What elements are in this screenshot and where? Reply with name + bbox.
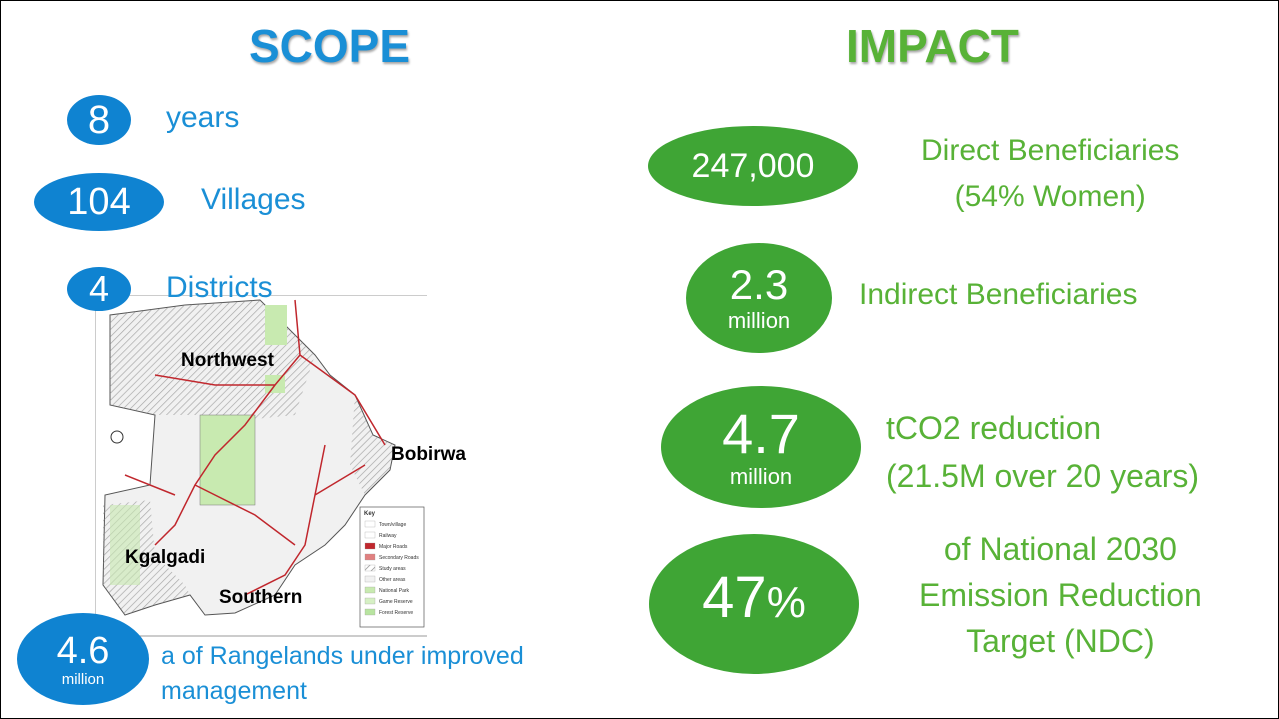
line: (21.5M over 20 years) <box>886 458 1200 494</box>
key-swatch <box>364 608 376 616</box>
number: 4.7 <box>722 402 800 465</box>
unit: million <box>61 670 105 688</box>
number: 47 <box>702 565 767 630</box>
map-key-title: Key <box>364 511 376 517</box>
key-item: Other areas <box>379 577 406 583</box>
years-badge: 8 <box>67 95 131 145</box>
map-region: Southern <box>219 587 303 608</box>
key-swatch <box>364 575 376 583</box>
key-item: National Park <box>379 588 410 594</box>
number: 8 <box>87 97 111 142</box>
label: Direct Beneficiaries (54% Women) <box>921 128 1179 220</box>
key-swatch <box>364 531 376 539</box>
line: of National 2030 <box>943 531 1177 567</box>
label: tCO2 reduction (21.5M over 20 years) <box>886 404 1199 500</box>
key-item: Game Reserve <box>379 599 413 605</box>
number: 247,000 <box>691 146 815 185</box>
key-swatch <box>364 586 376 594</box>
key-item: Railway <box>379 533 397 539</box>
number: 2.3 <box>729 261 789 308</box>
tco2-badge: 4.7 million <box>661 386 861 508</box>
number: 104 <box>67 180 131 223</box>
key-item: Town/village <box>379 522 406 528</box>
key-item: Forest Reserve <box>379 610 413 616</box>
key-item: Study areas <box>379 566 406 572</box>
key-swatch <box>364 564 376 572</box>
key-item: Major Roads <box>379 544 408 550</box>
villages-badge: 104 <box>34 173 164 231</box>
direct-badge: 247,000 <box>648 126 858 206</box>
scope-title: SCOPE <box>249 20 411 72</box>
key-item: Secondary Roads <box>379 555 419 561</box>
label: Villages <box>201 183 306 216</box>
number: 4.6 <box>56 629 110 672</box>
key-swatch <box>364 553 376 561</box>
key-swatch <box>364 542 376 550</box>
label: Districts <box>166 271 273 304</box>
line: a of Rangelands under improved <box>161 642 524 670</box>
line: Direct Beneficiaries <box>921 134 1180 167</box>
line: Target (NDC) <box>966 623 1155 659</box>
map-region: Northwest <box>181 350 274 371</box>
map-region: Kgalgadi <box>125 547 206 568</box>
label: of National 2030 Emission Reduction Targ… <box>919 526 1202 664</box>
districts-badge: 4 <box>67 267 131 311</box>
rangelands-badge: 4.6 million <box>17 613 149 705</box>
line: tCO2 reduction <box>886 410 1102 446</box>
line: management <box>161 677 307 705</box>
impact-title: IMPACT <box>846 20 1019 72</box>
map: Key Town/village Railway Major Roads Second… <box>95 295 427 637</box>
number: 4 <box>88 268 110 309</box>
label: years <box>166 101 240 134</box>
unit: million <box>727 308 791 333</box>
key-swatch <box>364 520 376 528</box>
rangelands-label: a of Rangelands under improved managemen… <box>161 639 524 709</box>
map-region: Bobirwa <box>391 444 466 465</box>
unit: % <box>766 578 806 627</box>
label: Indirect Beneficiaries <box>859 278 1138 311</box>
line: Emission Reduction <box>919 577 1202 613</box>
unit: million <box>729 464 793 489</box>
line: (54% Women) <box>954 180 1146 213</box>
ndc-badge: 47% <box>649 534 859 674</box>
indirect-badge: 2.3 million <box>686 243 832 353</box>
key-swatch <box>364 597 376 605</box>
